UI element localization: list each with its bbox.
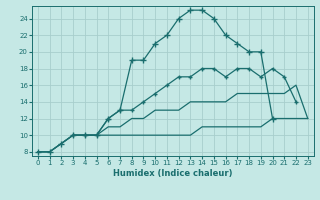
X-axis label: Humidex (Indice chaleur): Humidex (Indice chaleur) bbox=[113, 169, 233, 178]
